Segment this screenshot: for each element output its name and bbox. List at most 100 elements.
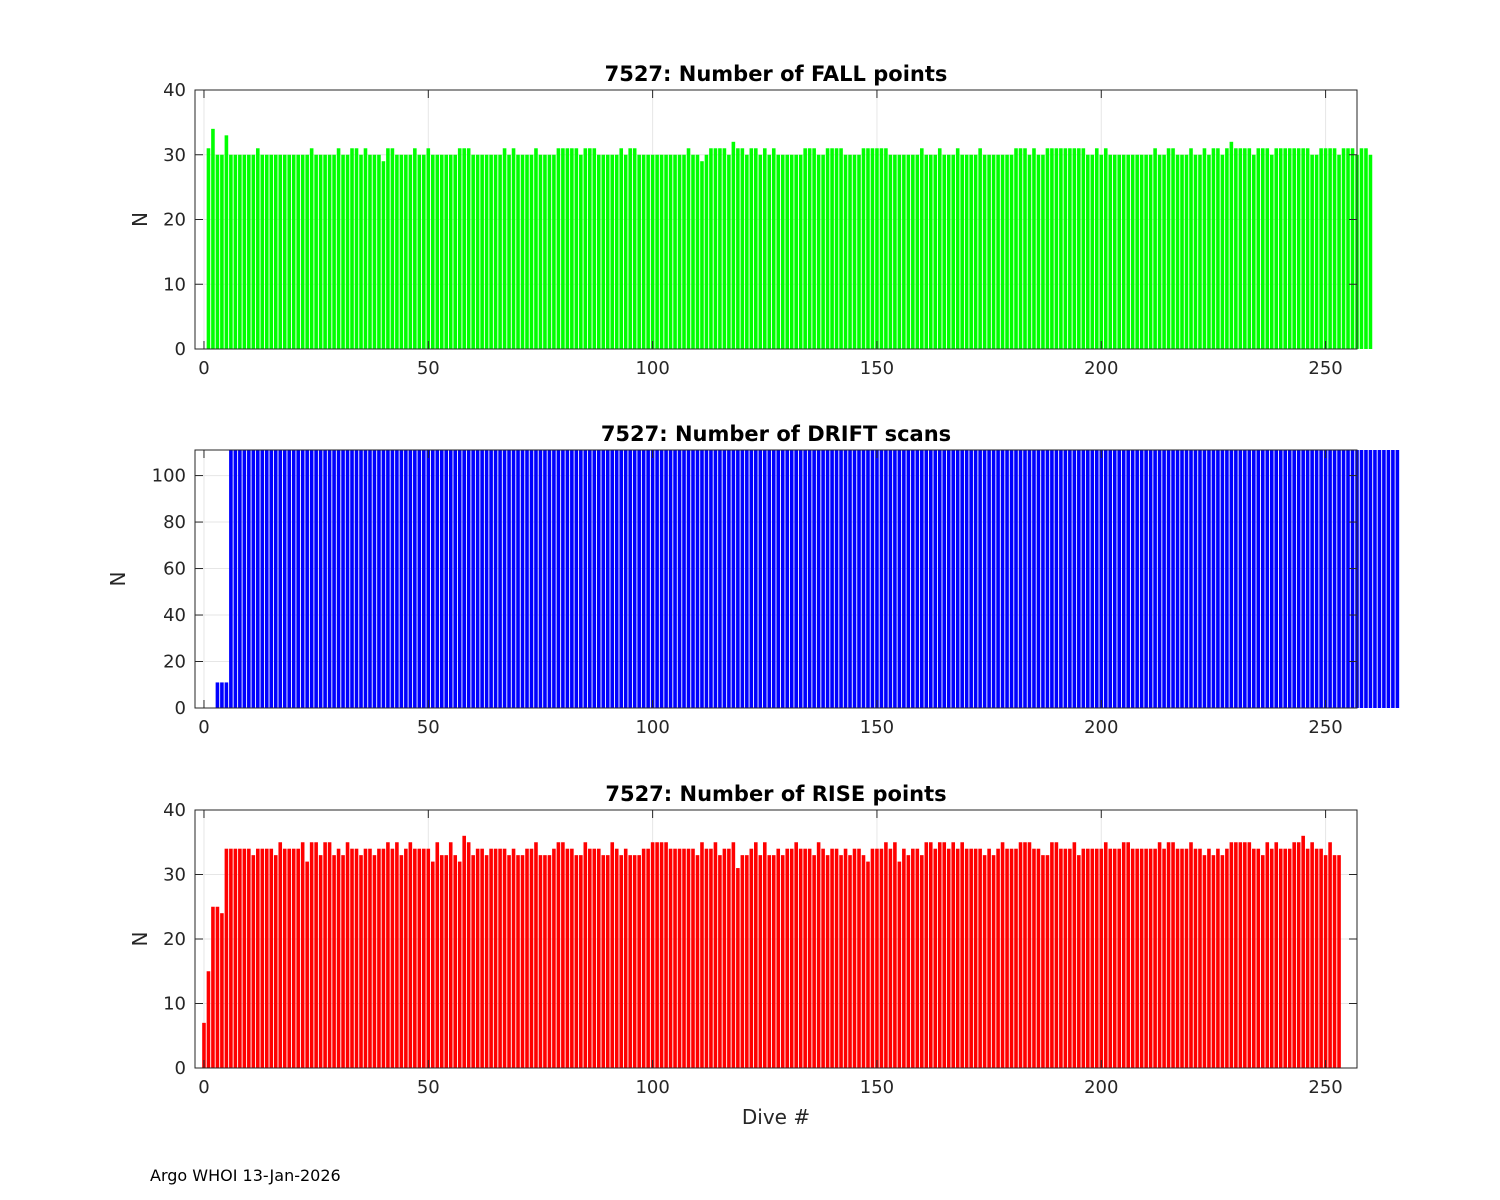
bar <box>282 848 287 1068</box>
bar <box>507 450 511 708</box>
bar <box>951 450 956 708</box>
bar <box>502 848 507 1068</box>
bar <box>758 154 763 349</box>
bar <box>1090 154 1095 349</box>
bar <box>718 855 722 1068</box>
bar <box>780 154 785 349</box>
bar <box>529 450 534 708</box>
bar <box>691 848 695 1068</box>
bar <box>839 148 843 349</box>
bar <box>960 154 964 349</box>
bar <box>1153 450 1157 708</box>
bar <box>444 855 449 1068</box>
bar <box>727 450 731 708</box>
bar <box>211 906 215 1068</box>
rise-points-chart: 0 50 100 150 200 250 0 10 20 30 40 7527: Number of … <box>128 782 1358 1129</box>
bar <box>417 848 422 1068</box>
bar <box>547 154 552 349</box>
bar <box>256 148 260 349</box>
bar <box>911 848 915 1068</box>
bar <box>395 154 399 349</box>
bar <box>336 848 341 1068</box>
bar <box>857 848 861 1068</box>
bar <box>1274 148 1279 349</box>
bar <box>704 154 709 349</box>
bar <box>439 450 444 708</box>
bar <box>861 148 866 349</box>
x-tick-label: 250 <box>1308 358 1342 379</box>
bar <box>866 148 870 349</box>
bar <box>978 450 982 708</box>
bar <box>1050 842 1054 1068</box>
y-tick-label: 40 <box>163 80 186 101</box>
bar <box>480 450 484 708</box>
bar <box>955 848 960 1068</box>
bar <box>273 154 278 349</box>
bar <box>1337 855 1341 1068</box>
bar <box>614 154 619 349</box>
bar <box>924 154 929 349</box>
bar <box>1341 148 1346 349</box>
bar <box>843 450 848 708</box>
bar <box>857 450 861 708</box>
bar <box>516 450 520 708</box>
bar <box>260 848 265 1068</box>
bar <box>973 450 978 708</box>
bar <box>1220 855 1225 1068</box>
bar <box>776 154 781 349</box>
bar <box>888 154 893 349</box>
bar <box>866 450 870 708</box>
bar <box>659 842 664 1068</box>
bar <box>893 450 897 708</box>
bar <box>1238 842 1243 1068</box>
bar <box>484 450 489 708</box>
bar <box>453 154 458 349</box>
bar <box>978 148 982 349</box>
bar <box>673 154 677 349</box>
bar <box>718 450 722 708</box>
bar <box>1175 848 1180 1068</box>
bar <box>807 148 812 349</box>
bar <box>857 154 861 349</box>
y-tick-label: 0 <box>175 1058 186 1079</box>
bar <box>1130 450 1135 708</box>
bar <box>220 682 224 708</box>
bar <box>1323 450 1328 708</box>
bar <box>1139 154 1144 349</box>
bar <box>574 148 579 349</box>
bar <box>771 855 776 1068</box>
bar <box>1144 848 1148 1068</box>
bar <box>426 148 431 349</box>
bar <box>561 450 565 708</box>
bar <box>556 148 561 349</box>
bar <box>1045 855 1050 1068</box>
bar <box>1103 450 1108 708</box>
bar <box>520 154 525 349</box>
bar <box>1341 450 1346 708</box>
y-tick-label: 10 <box>163 994 186 1015</box>
bar <box>632 855 637 1068</box>
bar <box>305 450 309 708</box>
bar <box>430 861 435 1068</box>
bar <box>390 450 395 708</box>
bar <box>861 855 866 1068</box>
bar <box>309 450 314 708</box>
bar <box>1350 148 1355 349</box>
bar <box>377 450 381 708</box>
bar <box>386 148 390 349</box>
bar <box>758 450 763 708</box>
bar <box>1274 842 1279 1068</box>
x-tick-label: 200 <box>1084 717 1118 738</box>
bar <box>731 141 736 349</box>
bar <box>664 154 668 349</box>
bar <box>1265 842 1270 1068</box>
bar <box>498 848 502 1068</box>
bar <box>821 154 825 349</box>
bar <box>1234 148 1238 349</box>
chart-title: 7527: Number of DRIFT scans <box>601 422 951 446</box>
bar <box>1009 848 1014 1068</box>
bar <box>462 835 466 1068</box>
bar <box>435 154 440 349</box>
bar <box>1108 154 1113 349</box>
bar <box>1175 154 1180 349</box>
